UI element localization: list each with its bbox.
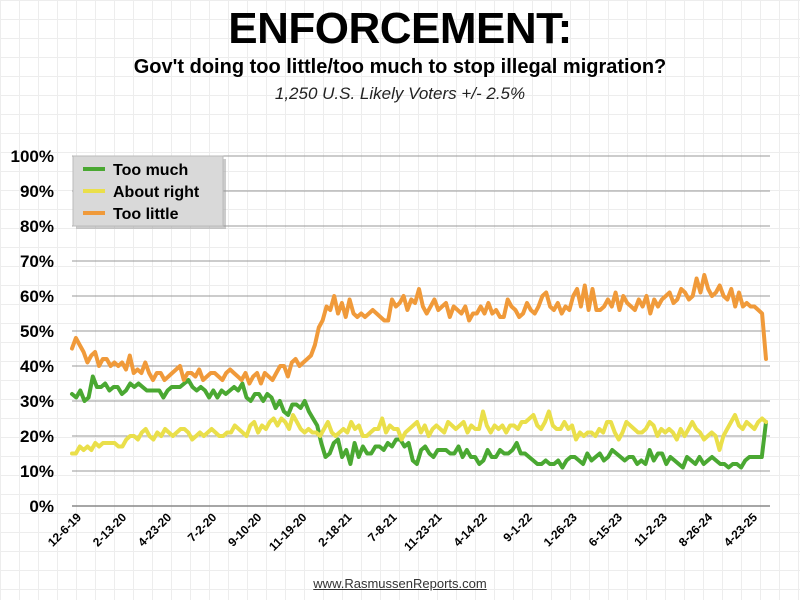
chart-title: ENFORCEMENT: (228, 4, 572, 53)
x-tick-label: 7-2-20 (185, 510, 220, 545)
x-tick-label: 4-23-25 (721, 510, 760, 549)
y-tick-label: 80% (20, 217, 54, 236)
x-tick-label: 9-1-22 (500, 510, 535, 545)
y-tick-label: 0% (29, 497, 54, 516)
x-axis-ticks: 12-6-19 2-13-20 4-23-20 7-2-20 9-10-20 11-19-… (45, 510, 760, 554)
x-tick-label: 4-14-22 (451, 510, 490, 549)
chart-subtitle: Gov't doing too little/too much to stop … (133, 56, 667, 78)
y-tick-label: 40% (20, 357, 54, 376)
x-tick-label: 7-8-21 (365, 510, 400, 545)
y-axis-ticks: 0% 10% 20% 30% 40% 50% 60% 70% 80% 90% 100% (11, 147, 54, 516)
x-tick-label: 2-13-20 (90, 510, 129, 549)
y-tick-label: 100% (11, 147, 54, 166)
legend-label: Too much (113, 162, 188, 179)
y-tick-label: 10% (20, 462, 54, 481)
legend-label: Too little (113, 206, 179, 223)
series-line-about-right (70, 409, 768, 456)
series-line-too-much (70, 374, 768, 470)
legend: Too much About right Too little (72, 155, 226, 229)
x-tick-label: 4-23-20 (135, 510, 174, 549)
x-tick-label: 1-26-23 (541, 510, 580, 549)
source-link[interactable]: www.RasmussenReports.com (313, 576, 487, 591)
series-line-too-little (70, 273, 768, 386)
x-tick-label: 2-18-21 (315, 510, 354, 549)
y-tick-label: 90% (20, 182, 54, 201)
y-tick-label: 30% (20, 392, 54, 411)
y-tick-label: 70% (20, 252, 54, 271)
x-tick-label: 11-23-21 (401, 510, 445, 554)
legend-label: About right (113, 184, 200, 201)
chart-sample-note: 1,250 U.S. Likely Voters +/- 2.5% (274, 84, 526, 103)
x-tick-label: 8-26-24 (676, 510, 715, 549)
x-tick-label: 11-19-20 (266, 510, 310, 554)
x-tick-label: 9-10-20 (225, 510, 264, 549)
y-tick-label: 60% (20, 287, 54, 306)
series-lines (70, 273, 768, 470)
y-tick-label: 50% (20, 322, 54, 341)
y-tick-label: 20% (20, 427, 54, 446)
x-tick-label: 6-15-23 (586, 510, 625, 549)
x-tick-label: 11-2-23 (631, 510, 670, 549)
